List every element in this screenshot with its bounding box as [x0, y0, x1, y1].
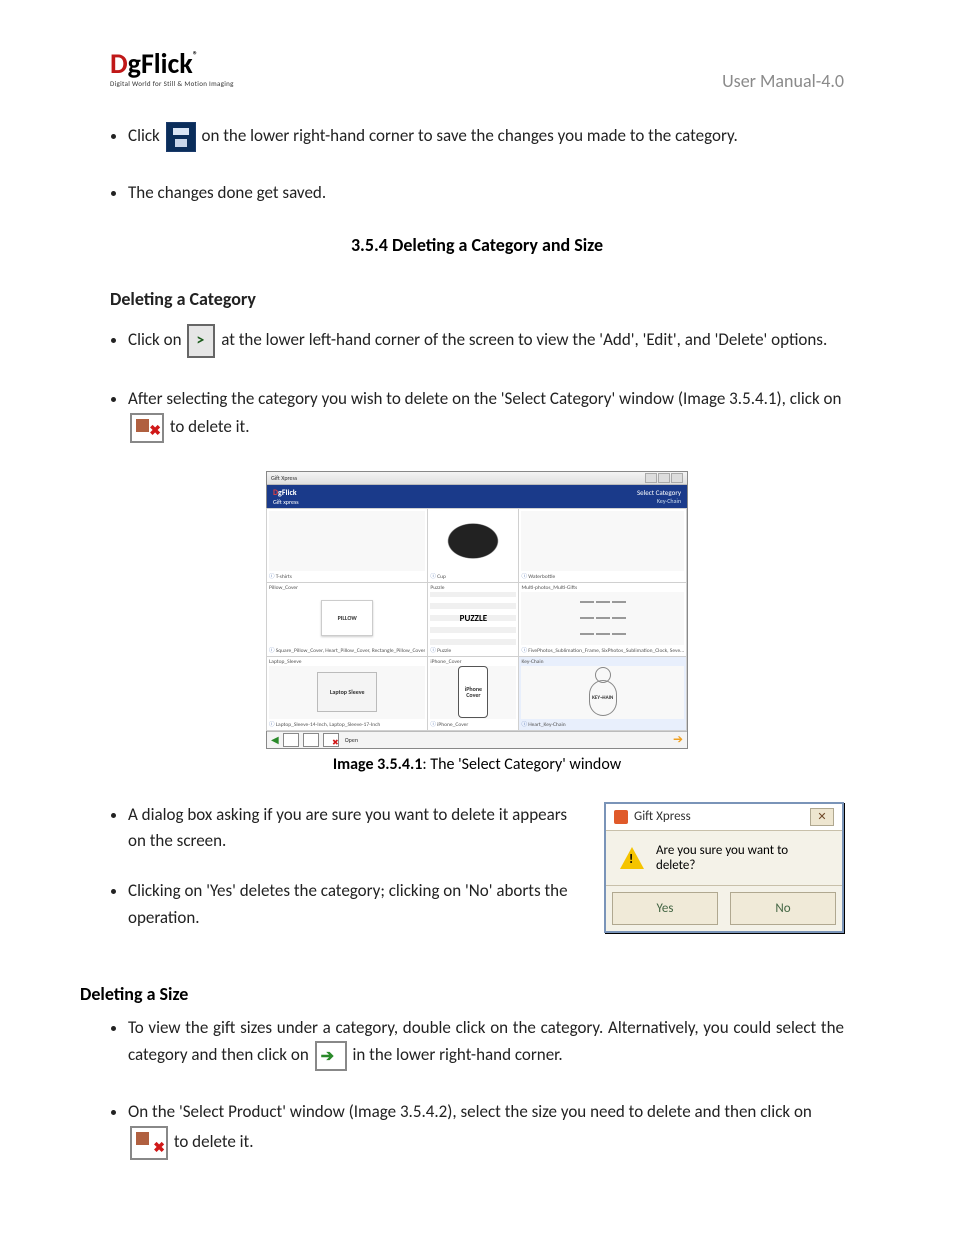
section-title: 3.5.4 Deleting a Category and Size	[110, 234, 844, 256]
thumb: PUZZLE	[430, 592, 516, 645]
footer-open[interactable]: Open	[345, 736, 358, 744]
category-cell-iphone-cover[interactable]: iPhone_Cover iPhone Cover iPhone_Cover	[427, 656, 519, 731]
confirm-dialog: Gift Xpress ✕ Are you sure you want to d…	[604, 802, 844, 933]
back-icon[interactable]: ◀	[271, 733, 279, 746]
save-icon	[166, 122, 196, 152]
subheading-deleting-size: Deleting a Size	[80, 983, 844, 1005]
text: to delete it.	[170, 416, 250, 437]
thumb	[521, 666, 684, 719]
delete-icon	[130, 1126, 168, 1160]
dialog-yes-button[interactable]: Yes	[612, 892, 718, 925]
thumb: iPhone Cover	[430, 666, 516, 719]
footer-btn-edit[interactable]	[303, 733, 319, 747]
text: in the lower right-hand corner.	[352, 1044, 562, 1065]
category-cell-pillow[interactable]: Pillow_Cover Square_Pillow_Cover, Heart_…	[266, 582, 428, 657]
cell-label: T-shirts	[269, 572, 425, 580]
cell-top: Puzzle	[430, 585, 516, 591]
footer-btn-delete[interactable]	[323, 733, 339, 747]
cell-label: Heart_Key-Chain	[521, 720, 684, 728]
caption-bold: Image 3.5.4.1	[333, 755, 423, 774]
subheading-deleting-category: Deleting a Category	[110, 288, 844, 310]
dialog-message: Are you sure you want to delete?	[656, 843, 828, 873]
category-cell-multiphoto[interactable]: Multi-photos_Multi-Gifts FivePhotos_Subl…	[518, 582, 687, 657]
footer-btn-add[interactable]	[283, 733, 299, 747]
cell-label: FivePhotos_Sublimation_Frame, SixPhotos_…	[521, 646, 684, 654]
window-buttons	[645, 473, 683, 483]
selected-cat: Key-Chain	[637, 497, 681, 505]
logo: DgFlick® Digital World for Still & Motio…	[110, 50, 234, 87]
cell-label: Cup	[430, 572, 516, 580]
cell-top: Key-Chain	[521, 659, 684, 665]
thumb	[269, 666, 425, 719]
category-cell-keychain-selected[interactable]: Key-Chain Heart_Key-Chain	[518, 656, 687, 731]
cell-label: Square_Pillow_Cover, Heart_Pillow_Cover,…	[269, 646, 425, 654]
app-title: Gift Xpress	[271, 474, 297, 482]
app-brand: DgFlick	[273, 488, 299, 498]
text: to delete it.	[174, 1131, 254, 1152]
caption-rest: : The 'Select Category' window	[422, 755, 621, 774]
bullet-click-expand: Click on at the lower left-hand corner o…	[128, 324, 844, 358]
screenshot-select-category: Gift Xpress DgFlick Gift xpress Select C…	[266, 471, 688, 749]
category-grid: T-shirts Cup Waterbottle Pillow_Cover Sq…	[267, 509, 687, 731]
bullet-changes-saved: The changes done get saved.	[128, 180, 844, 206]
image-caption: Image 3.5.4.1: The 'Select Category' win…	[110, 755, 844, 774]
thumb	[269, 592, 425, 645]
text: Click on	[128, 329, 185, 350]
cell-top: Multi-photos_Multi-Gifts	[521, 585, 684, 591]
dialog-close-button[interactable]: ✕	[810, 808, 834, 826]
breadcrumb: Gift xpress	[273, 498, 299, 506]
thumb	[269, 511, 425, 571]
cell-label: Waterbottle	[521, 572, 684, 580]
logo-text: DgFlick®	[110, 50, 234, 78]
header-manual-version: User Manual-4.0	[722, 70, 844, 92]
text: After selecting the category you wish to…	[128, 388, 841, 409]
select-category-label: Select Category	[637, 488, 681, 497]
iphone-label: iPhone Cover	[458, 666, 488, 718]
bullet-select-delete: After selecting the category you wish to…	[128, 386, 844, 442]
category-cell-laptop-sleeve[interactable]: Laptop_Sleeve Laptop_Sleeve-14-Inch, Lap…	[266, 656, 428, 731]
warning-icon	[620, 847, 644, 869]
cell-label: iPhone_Cover	[430, 720, 516, 728]
category-cell-tshirts[interactable]: T-shirts	[266, 508, 428, 583]
thumb	[521, 592, 684, 645]
text: on the lower right-hand corner to save t…	[201, 125, 737, 146]
dialog-no-button[interactable]: No	[730, 892, 836, 925]
cell-label: Puzzle	[430, 646, 516, 654]
thumb	[430, 511, 516, 571]
app-footer: ◀ Open ➔	[267, 731, 687, 748]
cell-top: Laptop_Sleeve	[269, 659, 425, 665]
text: Click	[128, 125, 164, 146]
category-cell-cup[interactable]: Cup	[427, 508, 519, 583]
bullet-view-sizes: To view the gift sizes under a category,…	[128, 1015, 844, 1071]
expand-icon	[187, 324, 215, 358]
delete-icon	[130, 413, 164, 443]
bullet-yes-no: Clicking on 'Yes' deletes the category; …	[128, 878, 574, 931]
bullet-dialog-appears: A dialog box asking if you are sure you …	[128, 802, 574, 855]
app-titlebar: Gift Xpress	[267, 472, 687, 485]
category-cell-waterbottle[interactable]: Waterbottle	[518, 508, 687, 583]
cell-label: Laptop_Sleeve-14-Inch, Laptop_Sleeve-17-…	[269, 720, 425, 728]
text: at the lower left-hand corner of the scr…	[221, 329, 827, 350]
category-cell-puzzle[interactable]: Puzzle PUZZLE Puzzle	[427, 582, 519, 657]
logo-tagline: Digital World for Still & Motion Imaging	[110, 80, 234, 87]
app-header: DgFlick Gift xpress Select Category Key-…	[267, 485, 687, 509]
dialog-title: Gift Xpress	[634, 809, 691, 824]
forward-icon[interactable]: ➔	[673, 732, 683, 747]
cell-top: iPhone_Cover	[430, 659, 516, 665]
go-icon	[315, 1041, 347, 1071]
dialog-app-icon	[614, 810, 628, 824]
bullet-save-changes: Click on the lower right-hand corner to …	[128, 122, 844, 152]
text: On the 'Select Product' window (Image 3.…	[128, 1101, 812, 1122]
thumb	[521, 511, 684, 571]
cell-top: Pillow_Cover	[269, 585, 425, 591]
bullet-delete-size: On the 'Select Product' window (Image 3.…	[128, 1099, 844, 1159]
